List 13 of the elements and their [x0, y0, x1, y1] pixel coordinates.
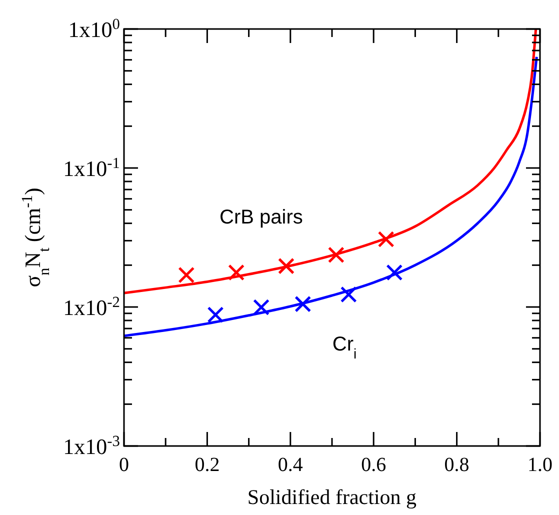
x-tick-label: 1.0: [528, 454, 552, 476]
x-tick-label: 0.2: [194, 454, 220, 476]
y-tick-label: 1x10$^{0}$: [68, 16, 120, 42]
y-tick-label: 1x10$^{-1}$: [63, 154, 120, 181]
x-tick-label: 0.6: [361, 454, 386, 476]
series-label: CrB pairs: [220, 206, 303, 229]
x-tick-label: 0.8: [444, 454, 470, 476]
y-tick-label: 1x10$^{-2}$: [63, 294, 120, 320]
series-label: Cr$_{i}$: [332, 334, 357, 362]
y-tick-label: 1x10$^{-3}$: [63, 432, 120, 459]
x-axis-title: Solidified fraction g: [247, 485, 418, 509]
x-tick-label: 0.4: [278, 454, 303, 476]
x-tick-label: 0: [119, 454, 129, 476]
